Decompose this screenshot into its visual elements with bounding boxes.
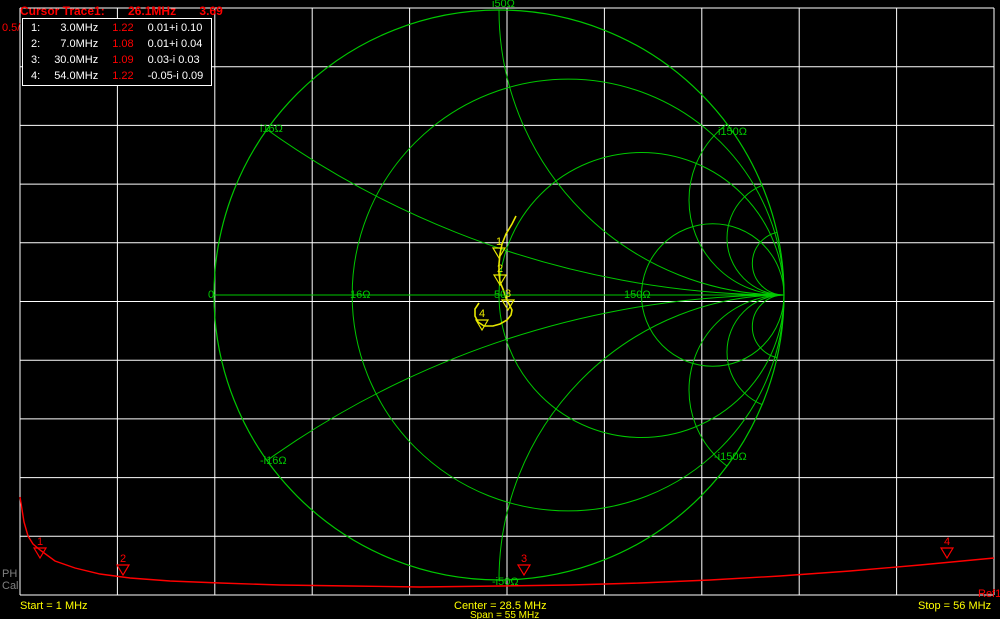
scale-label: 0.5/ <box>2 22 20 34</box>
marker-table: 1:3.0MHz1.220.01+i 0.102:7.0MHz1.080.01+… <box>22 18 212 86</box>
marker-row: 4:54.0MHz1.22-0.05-i 0.09 <box>25 69 209 83</box>
svg-text:1: 1 <box>37 536 43 548</box>
marker-freq: 30.0MHz <box>48 53 104 67</box>
svg-text:-i150Ω: -i150Ω <box>714 451 747 463</box>
svg-text:2: 2 <box>120 553 126 565</box>
svg-text:i50Ω: i50Ω <box>492 0 515 10</box>
marker-swr: 1.22 <box>106 21 139 35</box>
marker-imp: 0.03-i 0.03 <box>142 53 210 67</box>
cursor-value: 3.69 <box>199 4 222 18</box>
svg-text:-i50Ω: -i50Ω <box>492 576 519 588</box>
marker-row: 2:7.0MHz1.080.01+i 0.04 <box>25 37 209 51</box>
marker-idx: 2: <box>25 37 46 51</box>
cal-label: Cal <box>2 580 19 592</box>
svg-text:i16Ω: i16Ω <box>260 123 283 135</box>
cursor-freq: 26.1MHz <box>128 4 176 18</box>
marker-freq: 7.0MHz <box>48 37 104 51</box>
svg-text:2: 2 <box>497 263 503 275</box>
analyzer-plot: 12341234 i50Ω-i50Ωi16Ω-i16Ωi150Ω-i150Ω01… <box>0 0 1000 619</box>
marker-imp: -0.05-i 0.09 <box>142 69 210 83</box>
svg-text:0: 0 <box>208 289 214 301</box>
cursor-readout: Cursor Trace1: 26.1MHz 3.69 <box>20 4 243 18</box>
marker-idx: 3: <box>25 53 46 67</box>
svg-text:4: 4 <box>944 536 950 548</box>
marker-swr: 1.09 <box>106 53 139 67</box>
span-label: Span = 55 MHz <box>470 610 539 619</box>
svg-text:4: 4 <box>479 308 485 320</box>
marker-freq: 54.0MHz <box>48 69 104 83</box>
marker-swr: 1.22 <box>106 69 139 83</box>
svg-text:150Ω: 150Ω <box>624 289 651 301</box>
svg-text:-i16Ω: -i16Ω <box>260 455 287 467</box>
cursor-label: Cursor Trace1: <box>20 4 105 18</box>
ph-label: PH <box>2 568 17 580</box>
svg-text:50: 50 <box>494 289 506 301</box>
svg-text:1: 1 <box>496 236 502 248</box>
marker-row: 1:3.0MHz1.220.01+i 0.10 <box>25 21 209 35</box>
svg-text:i150Ω: i150Ω <box>718 126 747 138</box>
marker-freq: 3.0MHz <box>48 21 104 35</box>
svg-text:3: 3 <box>521 553 527 565</box>
svg-text:16Ω: 16Ω <box>350 289 370 301</box>
marker-idx: 4: <box>25 69 46 83</box>
marker-imp: 0.01+i 0.10 <box>142 21 210 35</box>
marker-imp: 0.01+i 0.04 <box>142 37 210 51</box>
marker-row: 3:30.0MHz1.090.03-i 0.03 <box>25 53 209 67</box>
start-label: Start = 1 MHz <box>20 600 88 612</box>
ref-label: Ref1 <box>978 588 1000 600</box>
stop-label: Stop = 56 MHz <box>918 600 991 612</box>
marker-swr: 1.08 <box>106 37 139 51</box>
marker-idx: 1: <box>25 21 46 35</box>
